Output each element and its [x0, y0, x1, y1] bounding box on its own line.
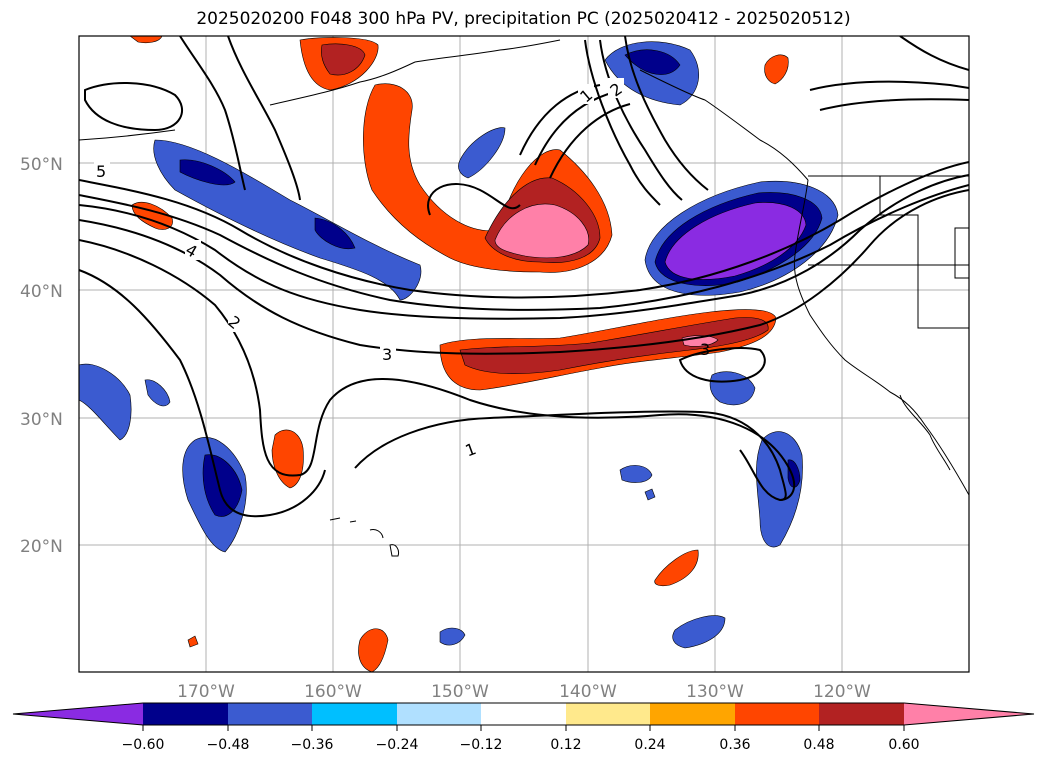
gridlines: [79, 36, 969, 672]
colorbar-tick: −0.48: [207, 737, 250, 753]
colorbar-tick: −0.36: [291, 737, 334, 753]
lat-labels: 50°N 40°N 30°N 20°N: [20, 155, 63, 557]
contour-label: 3: [700, 340, 710, 359]
lat-label: 20°N: [20, 537, 63, 557]
contour-label: 5: [96, 162, 106, 181]
colorbar-extend-low: [13, 703, 143, 725]
colorbar-tick: 0.24: [634, 737, 665, 753]
map-frame: [78, 35, 970, 673]
pv-contours: [79, 36, 969, 518]
precip-shading: [79, 36, 839, 672]
colorbar-tick: −0.12: [460, 737, 503, 753]
coastlines: [79, 39, 969, 557]
colorbar: [12, 702, 1035, 731]
lon-label: 130°W: [686, 682, 744, 702]
pv-contour-labels: 5 4 2 3 1 1 2 3: [94, 78, 710, 460]
lat-label: 30°N: [20, 410, 63, 430]
lat-label: 50°N: [20, 155, 63, 175]
lon-label: 160°W: [304, 682, 362, 702]
colorbar-tick: −0.24: [376, 737, 419, 753]
lon-label: 170°W: [177, 682, 235, 702]
lon-label: 150°W: [431, 682, 489, 702]
colorbar-ticks: −0.60 −0.48 −0.36 −0.24 −0.12 0.12 0.24 …: [122, 737, 920, 753]
colorbar-extend-high: [904, 703, 1034, 725]
lon-label: 120°W: [813, 682, 871, 702]
colorbar-tick: 0.48: [803, 737, 834, 753]
contour-label: 3: [382, 345, 392, 364]
colorbar-tick: 0.36: [719, 737, 750, 753]
map-title: 2025020200 F048 300 hPa PV, precipitatio…: [196, 9, 851, 29]
lon-labels: 170°W 160°W 150°W 140°W 130°W 120°W: [177, 682, 871, 702]
colorbar-tick: 0.60: [888, 737, 919, 753]
colorbar-tick: −0.60: [122, 737, 165, 753]
lat-label: 40°N: [20, 282, 63, 302]
lon-label: 140°W: [559, 682, 617, 702]
colorbar-tick: 0.12: [550, 737, 581, 753]
